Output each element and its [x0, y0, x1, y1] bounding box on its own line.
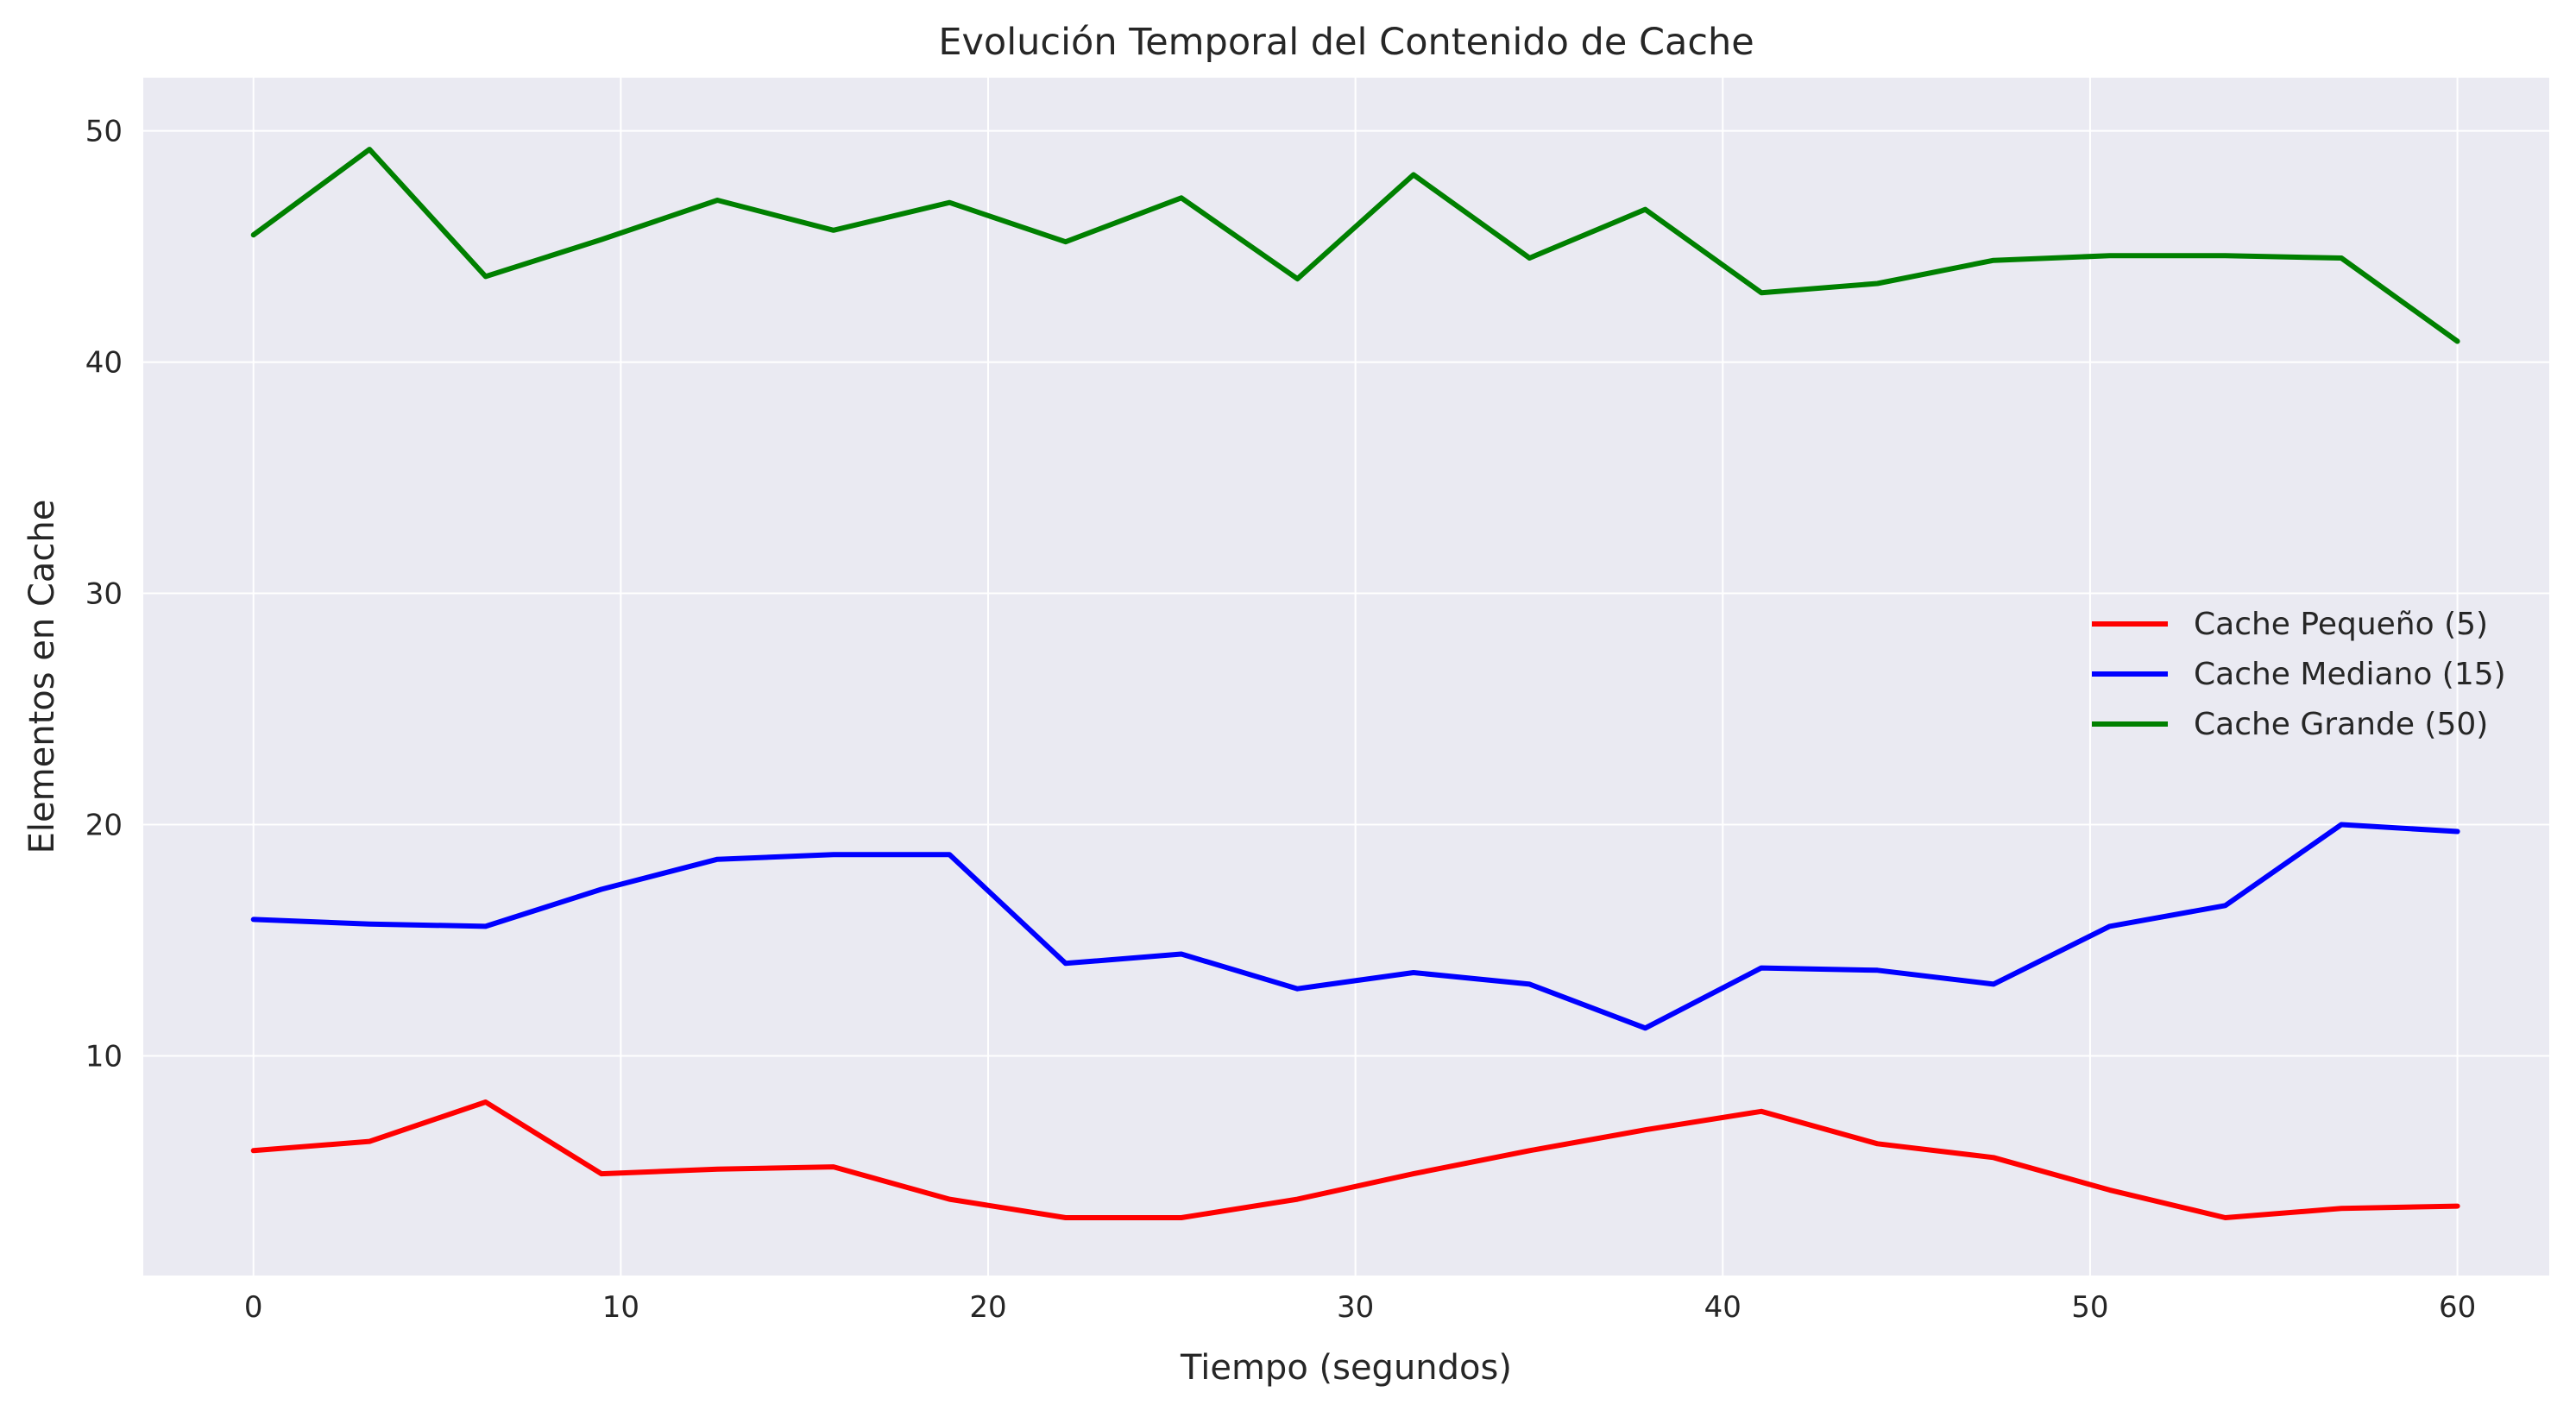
x-tick-labels: 0 10 20 30 40 50 60 [244, 1290, 2476, 1325]
series-line-1 [250, 1099, 2460, 1220]
y-tick-label: 10 [85, 1039, 123, 1074]
grid [143, 78, 2549, 1276]
y-axis-label: Elementos en Cache [22, 500, 62, 854]
x-tick-label: 40 [1704, 1290, 1741, 1325]
y-tick-label: 50 [85, 115, 123, 149]
chart-title: Evolución Temporal del Contenido de Cach… [938, 21, 1754, 64]
y-tick-label: 30 [85, 577, 123, 612]
legend-entry: Cache Mediano (15) [2194, 657, 2506, 692]
series-line-2 [250, 822, 2460, 1031]
y-tick-label: 20 [85, 808, 123, 842]
legend: Cache Pequeño (5) Cache Mediano (15) Cache… [2092, 607, 2506, 742]
y-tick-label: 40 [85, 346, 123, 381]
x-tick-label: 20 [969, 1290, 1006, 1325]
series-lines [250, 147, 2460, 1220]
legend-entry: Cache Pequeño (5) [2194, 607, 2488, 642]
series-line-3 [250, 147, 2460, 344]
legend-entry: Cache Grande (50) [2194, 707, 2488, 742]
y-tick-labels: 10 20 30 40 50 [85, 115, 123, 1074]
x-axis-label: Tiempo (segundos) [1180, 1348, 1512, 1388]
x-tick-label: 50 [2071, 1290, 2108, 1325]
x-tick-label: 30 [1337, 1290, 1374, 1325]
x-tick-label: 10 [602, 1290, 639, 1325]
x-tick-label: 0 [244, 1290, 263, 1325]
x-tick-label: 60 [2439, 1290, 2476, 1325]
